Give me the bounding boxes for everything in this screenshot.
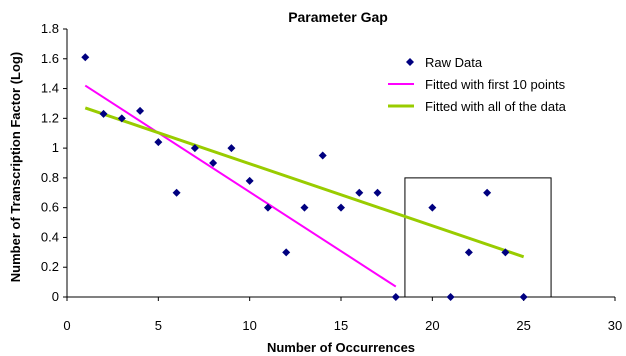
legend-marker-raw-data (406, 58, 414, 66)
x-tick-label: 0 (63, 318, 70, 333)
raw-data-point (190, 144, 199, 153)
fitted-with-all-of-the-data-line (84, 106, 525, 259)
raw-data-point (355, 188, 364, 197)
y-tick-label: 0.2 (41, 259, 59, 274)
raw-data-point (337, 203, 345, 212)
y-tick-label: 1.8 (41, 21, 59, 36)
raw-data-point (300, 203, 309, 212)
raw-data-point (318, 151, 327, 160)
x-tick-label: 15 (334, 318, 348, 333)
x-tick-label: 10 (242, 318, 256, 333)
raw-data-point (117, 114, 126, 123)
raw-data-point (136, 106, 145, 115)
y-tick-label: 0.8 (41, 170, 59, 185)
y-tick-label: 1.2 (41, 110, 59, 125)
legend-label: Fitted with first 10 points (425, 77, 566, 92)
y-axis-label: Number of Transcription Factor (Log) (8, 52, 23, 282)
raw-data-point (428, 203, 437, 212)
legend-label: Raw Data (425, 55, 483, 70)
legend: Raw Data Fitted with first 10 points Fitte… (388, 55, 567, 114)
y-tick-label: 1 (52, 140, 59, 155)
raw-data-point (282, 248, 291, 257)
raw-data-point (172, 188, 181, 197)
x-tick-label: 5 (155, 318, 162, 333)
raw-data-point (391, 293, 400, 301)
y-tick-label: 1.6 (41, 51, 59, 66)
x-tick-label: 25 (516, 318, 530, 333)
raw-data-point (263, 203, 272, 212)
raw-data-point (99, 109, 108, 118)
raw-data-point (464, 248, 473, 257)
raw-data-point (483, 188, 492, 197)
legend-label: Fitted with all of the data (425, 99, 567, 114)
y-tick-label: 1.4 (41, 81, 59, 96)
raw-data-point (519, 293, 528, 301)
y-tick-label: 0.4 (41, 229, 59, 244)
x-tick-label: 20 (425, 318, 439, 333)
x-tick-label: 30 (608, 318, 622, 333)
y-tick-label: 0.6 (41, 200, 59, 215)
highlight-box (404, 177, 552, 298)
raw-data-point (245, 176, 254, 185)
x-axis-label: Number of Occurrences (267, 340, 415, 355)
raw-data-point (227, 144, 236, 153)
raw-data-point (154, 138, 163, 147)
raw-data-point (81, 53, 90, 62)
chart-title: Parameter Gap (288, 9, 388, 25)
raw-data-point (373, 188, 382, 197)
raw-data-point (446, 293, 455, 301)
fitted-with-first-10-points-line (84, 84, 397, 288)
raw-data-point (501, 248, 510, 257)
y-tick-label: 0 (52, 289, 59, 304)
raw-data-point (209, 159, 218, 167)
plot-area: 0 0.2 0.4 0.6 0.8 1 1.2 1.4 1.6 1.8 0 5 10 15 20 25 30 (41, 21, 622, 333)
